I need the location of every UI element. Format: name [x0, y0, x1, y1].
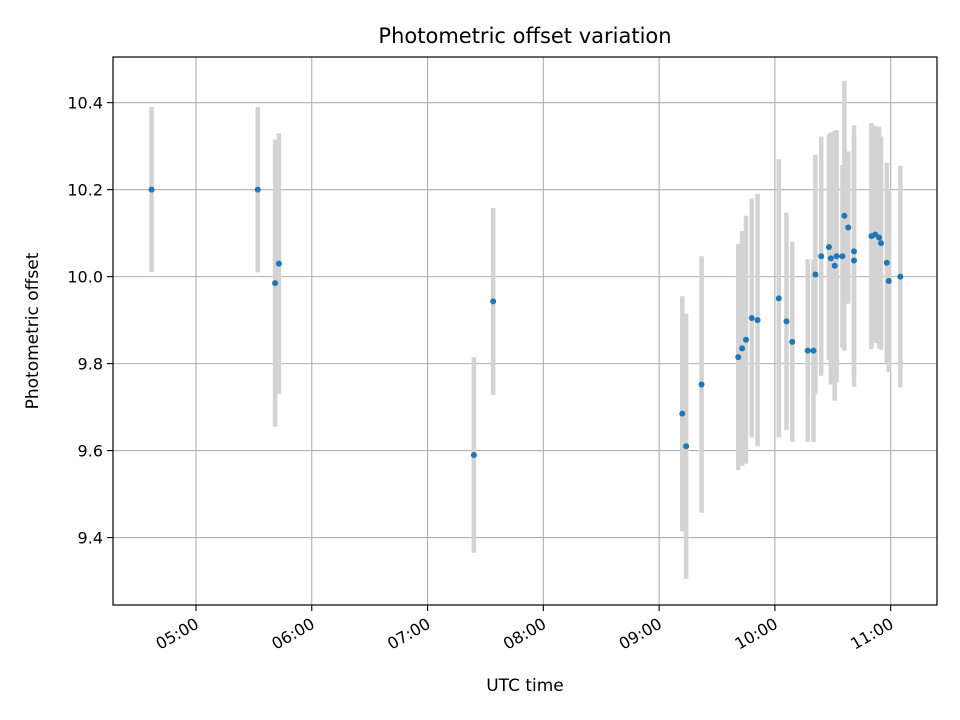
data-point: [845, 224, 852, 231]
data-point: [490, 298, 497, 305]
y-tick-label: 10.4: [67, 94, 103, 113]
data-point: [825, 244, 832, 251]
y-tick-label: 9.4: [78, 529, 103, 548]
data-point: [470, 451, 477, 458]
data-point: [851, 257, 858, 264]
data-point: [812, 271, 819, 278]
data-point: [883, 259, 890, 266]
data-point: [754, 317, 761, 324]
x-axis-label: UTC time: [486, 676, 564, 696]
data-point: [818, 253, 825, 260]
data-point: [897, 273, 904, 280]
y-axis-label: Photometric offset: [23, 252, 43, 409]
y-tick-label: 10.0: [67, 268, 103, 287]
data-point: [254, 186, 261, 193]
data-point: [698, 381, 705, 388]
data-point: [839, 253, 846, 260]
data-point: [735, 354, 742, 361]
data-point: [739, 345, 746, 352]
data-point: [679, 410, 686, 417]
data-point: [851, 248, 858, 255]
data-point: [841, 212, 848, 219]
y-tick-label: 9.6: [78, 442, 103, 461]
data-point: [827, 255, 834, 262]
data-point: [885, 277, 892, 284]
data-point: [683, 443, 690, 450]
data-point: [783, 318, 790, 325]
data-point: [789, 338, 796, 345]
data-point: [831, 262, 838, 269]
y-axis: 9.4 9.6 9.8 10.0 10.2 10.4: [67, 94, 113, 548]
y-tick-label: 10.2: [67, 181, 103, 200]
data-point: [742, 336, 749, 343]
data-points: [148, 186, 904, 458]
data-point: [275, 260, 282, 267]
y-tick-label: 9.8: [78, 355, 103, 374]
data-point: [804, 347, 811, 354]
data-point: [775, 295, 782, 302]
data-point: [876, 234, 883, 241]
chart-title: Photometric offset variation: [378, 24, 671, 48]
data-point: [748, 314, 755, 321]
data-point: [272, 280, 279, 287]
plot-frame: [112, 56, 938, 606]
grid: [113, 57, 937, 605]
data-point: [878, 240, 885, 247]
data-point: [833, 253, 840, 260]
data-point: [148, 186, 155, 193]
data-point: [810, 347, 817, 354]
